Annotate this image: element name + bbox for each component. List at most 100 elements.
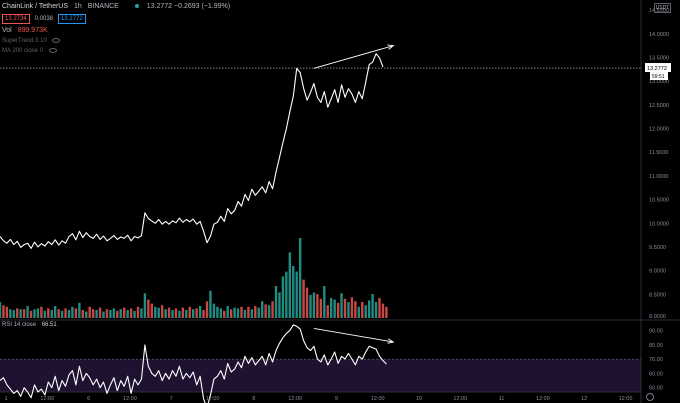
volume-bar bbox=[188, 306, 191, 318]
volume-bar bbox=[326, 305, 329, 318]
volume-bar bbox=[381, 303, 385, 318]
price-axis-tick: 13.5000 bbox=[649, 55, 669, 61]
volume-bar bbox=[340, 293, 343, 318]
rsi-trend-arrow-head bbox=[387, 338, 395, 344]
volume-bar bbox=[26, 306, 29, 318]
volume-bar bbox=[216, 306, 219, 318]
volume-bar bbox=[285, 271, 288, 318]
volume-bar bbox=[98, 307, 102, 318]
time-axis-tick: 6 bbox=[87, 396, 90, 402]
volume-bar bbox=[43, 310, 47, 318]
volume-bar bbox=[57, 309, 60, 318]
volume-bar bbox=[247, 306, 250, 318]
volume-bar bbox=[192, 309, 195, 318]
rsi-axis-tick: 90.00 bbox=[649, 329, 663, 335]
volume-bar bbox=[157, 307, 160, 318]
price-axis-tick: 14.0000 bbox=[649, 32, 669, 38]
volume-bar bbox=[109, 310, 112, 318]
volume-bar bbox=[129, 308, 133, 318]
volume-bar bbox=[143, 293, 147, 318]
volume-bar bbox=[67, 310, 71, 318]
price-axis-tick: 12.5000 bbox=[649, 103, 669, 109]
volume-bar bbox=[254, 306, 257, 318]
volume-bar bbox=[12, 310, 15, 318]
price-axis-tick: 13.0000 bbox=[649, 79, 669, 85]
volume-bar bbox=[105, 309, 109, 318]
bid-badge[interactable]: 13.2734 bbox=[2, 14, 30, 24]
eye-icon[interactable] bbox=[52, 38, 61, 43]
interval-label[interactable]: 1h bbox=[73, 3, 82, 10]
symbol-title[interactable]: ChainLink / TetherUS bbox=[2, 3, 69, 10]
volume-bar bbox=[202, 310, 205, 318]
price-trend-arrow bbox=[313, 45, 394, 69]
price-axis-tick: 9.5000 bbox=[649, 245, 666, 251]
volume-bar bbox=[29, 310, 33, 318]
price-line bbox=[0, 53, 384, 249]
vol-value: 899.973K bbox=[17, 27, 48, 34]
price-trend-arrow-head bbox=[387, 44, 395, 50]
volume-bar bbox=[171, 310, 174, 318]
volume-bar bbox=[302, 279, 305, 318]
time-axis-tick: 12:00 bbox=[123, 396, 137, 402]
settings-icon[interactable] bbox=[646, 393, 654, 401]
ask-badge[interactable]: 13.2772 bbox=[57, 14, 86, 24]
volume-bar bbox=[271, 301, 274, 318]
time-axis-tick: 12:00 bbox=[371, 396, 385, 402]
volume-bar bbox=[305, 287, 309, 318]
volume-bar bbox=[74, 308, 78, 318]
volume-axis-tick: 8.0000 bbox=[649, 314, 666, 320]
volume-bar bbox=[102, 311, 105, 318]
volume-bar bbox=[364, 305, 367, 318]
volume-bar bbox=[185, 310, 188, 318]
indicator-supertrend[interactable]: SuperTrend 3 10 bbox=[2, 38, 61, 44]
volume-bar bbox=[181, 307, 185, 318]
volume-bar bbox=[22, 309, 26, 318]
volume-bar bbox=[250, 309, 254, 318]
volume-bar bbox=[150, 303, 153, 318]
time-axis-tick: 7 bbox=[170, 396, 173, 402]
volume-bar bbox=[119, 309, 122, 318]
volume-bar bbox=[309, 294, 312, 318]
volume-bar bbox=[140, 308, 143, 318]
rsi-trend-arrow bbox=[313, 327, 394, 343]
volume-bar bbox=[374, 302, 378, 318]
volume-bar bbox=[209, 290, 212, 318]
rsi-label: RSI 14 close bbox=[2, 322, 37, 328]
price-axis-tick: 9.0000 bbox=[649, 269, 666, 275]
volume-bar bbox=[81, 310, 84, 318]
volume-bar bbox=[292, 266, 295, 318]
volume-bar bbox=[88, 306, 91, 318]
volume-bar bbox=[367, 300, 371, 318]
volume-bar bbox=[126, 310, 129, 318]
currency-button[interactable]: USDT bbox=[654, 3, 671, 13]
indicator-ma[interactable]: MA 200 close 0 bbox=[2, 48, 57, 54]
volume-bar bbox=[154, 306, 157, 318]
price-axis-tick: 11.0000 bbox=[649, 174, 668, 180]
countdown-tag bbox=[650, 72, 668, 81]
rsi-legend: RSI 14 close 66.51 bbox=[2, 322, 57, 328]
volume-bar bbox=[343, 298, 347, 318]
volume-bar bbox=[385, 306, 388, 318]
volume-bar bbox=[288, 252, 291, 318]
rsi-axis-tick: 50.00 bbox=[649, 386, 663, 392]
exchange-label: BINANCE bbox=[87, 3, 119, 10]
price-axis-tick: 12.0000 bbox=[649, 127, 669, 133]
volume-bar bbox=[112, 308, 116, 318]
time-axis-tick: 12 bbox=[581, 396, 587, 402]
volume-bar bbox=[316, 294, 319, 318]
price-axis-tick: 8.5000 bbox=[649, 292, 666, 298]
volume-bar bbox=[371, 294, 374, 318]
volume-bar bbox=[19, 309, 22, 318]
eye-icon[interactable] bbox=[48, 48, 57, 53]
volume-bar bbox=[178, 310, 181, 318]
time-axis-tick: 12:00 bbox=[619, 396, 633, 402]
volume-bar bbox=[336, 302, 340, 318]
rsi-value: 66.51 bbox=[41, 322, 57, 328]
volume-bar bbox=[136, 306, 140, 318]
volume-bar bbox=[47, 308, 50, 318]
volume-bar bbox=[85, 311, 88, 318]
rsi-line bbox=[0, 324, 387, 403]
spread-value: 0.0038 bbox=[34, 16, 54, 22]
volume-bar bbox=[240, 306, 243, 318]
volume-bar bbox=[95, 310, 98, 318]
